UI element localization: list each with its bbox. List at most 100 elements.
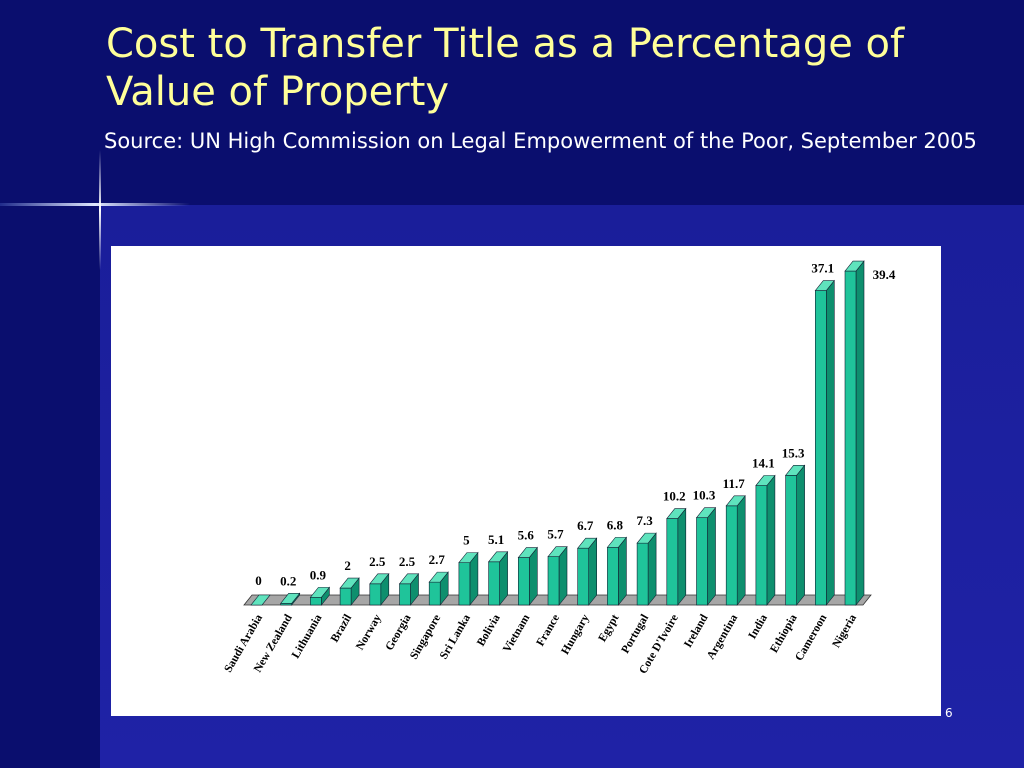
data-label: 5.6 [518,528,535,543]
bar-group [280,592,301,606]
bar [517,557,530,606]
bar-top [547,546,568,557]
light-flare-vertical [99,150,101,270]
bar [339,587,352,606]
bar [755,485,768,606]
bar-top [636,532,657,544]
bar-top [309,587,331,598]
slide-subtitle: Source: UN High Commission on Legal Empo… [104,129,977,153]
data-label: 15.3 [782,445,805,460]
data-label: 5.1 [488,532,504,547]
bar-group [458,551,479,606]
bar [488,561,500,606]
category-label: Vietnam [501,612,532,655]
chart-panel: 0 Saudi Arabia 0.2 New Zealand 0.9 Lithuania 2… [111,246,941,716]
bar-group [725,494,746,606]
bar [577,547,590,606]
bar-side [825,279,835,606]
bar-top [577,537,598,549]
data-label: 7.3 [636,513,653,528]
slide-title: Cost to Transfer Title as a Percentage o… [106,21,905,115]
category-label: Portugal [619,613,651,656]
bar-group [606,536,628,606]
data-label: 2 [344,558,351,573]
bar [725,505,738,606]
bar-group [814,279,835,606]
light-flare-horizontal [0,203,190,206]
category-label: Hungary [559,612,592,656]
data-label: 37.1 [811,261,834,276]
bar-group [755,474,776,606]
data-label: 11.7 [723,476,746,491]
bar-group [547,545,568,606]
category-label: Bolivia [475,612,503,648]
bar-side [766,474,776,606]
category-label: Ethiopia [768,612,800,655]
bar [696,517,708,606]
bar-group [487,550,509,606]
category-label: Lithuania [290,612,325,660]
data-label: 6.7 [577,518,594,533]
data-label: 14.1 [752,456,775,471]
bar [814,290,827,606]
bar-top [398,573,420,585]
bar-group [636,532,657,606]
bar [428,581,441,606]
bar-top [428,571,449,583]
bar-top [695,507,717,519]
data-label: 5.7 [547,527,564,542]
data-label: 2.7 [429,552,446,567]
category-label: Egypt [596,612,621,644]
bar [607,547,619,606]
data-label: 0.2 [280,573,296,588]
category-label: Argentina [705,612,740,661]
page-number: 6 [945,706,953,720]
bar-top [250,594,271,606]
bar-top [458,552,479,563]
category-label: France [534,613,562,649]
bar-group [844,260,865,606]
bar-top [666,508,687,519]
bar-group [517,546,538,606]
bar [636,542,649,606]
header-band [0,0,1024,205]
bar-group [666,507,687,606]
bar-top [487,551,509,563]
bar-top [755,475,776,486]
data-label: 10.3 [693,488,716,503]
bar-side [677,507,687,606]
bar-group [309,586,331,606]
data-label: 10.2 [663,489,686,504]
category-label: Sri Lanka [438,612,473,661]
data-label: 2.5 [399,554,416,569]
left-band [0,205,100,768]
bar-top [369,573,390,585]
bar-top [339,577,360,589]
data-label: 2.5 [369,554,386,569]
bar-side [707,506,716,606]
data-label: 6.8 [607,517,624,532]
category-label: Ireland [682,612,711,650]
bar-top [606,537,628,548]
bar-group [784,464,806,606]
bar-top [280,593,301,604]
bar [547,556,560,606]
bar-top [844,260,865,272]
bar [369,583,382,606]
bar-group [577,537,598,606]
category-label: Nigeria [831,612,860,650]
data-label: 0 [255,573,262,588]
bar [310,597,322,606]
bar-side [736,494,746,606]
bar-top [814,280,835,291]
bar [844,270,857,606]
bar [399,583,411,606]
category-label: Norway [354,612,384,652]
bar-top [517,547,538,558]
bar-side [855,260,865,606]
category-label: Georgia [383,612,413,653]
category-label: India [746,612,770,641]
bar [785,475,797,606]
bar-top [784,465,806,476]
